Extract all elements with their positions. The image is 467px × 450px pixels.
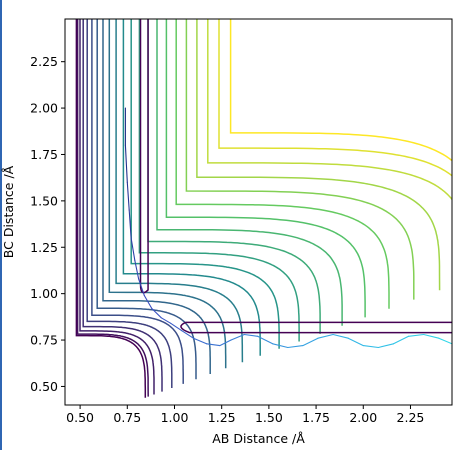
trajectory-segment	[138, 278, 145, 297]
trajectory-segment	[143, 294, 153, 310]
contour-line	[76, 19, 149, 397]
contour-line	[165, 19, 366, 318]
y-tick-label: 2.25	[30, 54, 58, 69]
contour-line	[138, 19, 300, 342]
trajectory-segment	[317, 333, 334, 339]
contour-line	[175, 19, 390, 309]
contour-line	[79, 19, 155, 395]
y-tick-label: 0.50	[30, 379, 58, 394]
trajectory-segment	[181, 330, 194, 339]
contour-line	[207, 19, 452, 201]
trajectory-line	[124, 107, 452, 349]
trajectory-segment	[362, 345, 379, 349]
trajectory-segment	[377, 343, 395, 349]
contour-line	[147, 19, 321, 334]
contour-line	[139, 19, 149, 294]
trajectory-segment	[192, 337, 208, 345]
trajectory-segment	[257, 335, 274, 345]
trajectory-segment	[126, 181, 130, 211]
trajectory-segment	[287, 345, 304, 349]
contour-line	[218, 19, 452, 177]
contour-line	[86, 19, 173, 388]
trajectory-segment	[347, 337, 364, 347]
x-tick-label: 1.00	[161, 410, 189, 425]
trajectory-segment	[423, 333, 440, 339]
trajectory-segment	[408, 333, 425, 337]
contour-line	[196, 19, 441, 291]
trajectory-segment	[230, 333, 245, 341]
contour-line	[185, 19, 415, 300]
trajectory-segment	[206, 343, 221, 347]
trajectory-segment	[332, 333, 349, 339]
y-axis-label: BC Distance /Å	[1, 165, 16, 258]
x-tick-label: 0.50	[66, 410, 94, 425]
trajectory-segment	[302, 337, 319, 347]
trajectory-segment	[272, 343, 289, 349]
window-left-border	[0, 0, 2, 450]
contour-line	[91, 19, 184, 384]
y-axis-ticks: 0.50 0.75 1.00 1.25 1.50 1.75 2.00 2.25	[30, 54, 65, 394]
contour-line	[156, 19, 343, 326]
contour-line	[122, 19, 261, 356]
y-tick-label: 1.50	[30, 193, 58, 208]
contour-line	[96, 19, 197, 380]
y-tick-label: 1.25	[30, 240, 58, 255]
contour-line	[75, 19, 147, 398]
x-axis-label: AB Distance /Å	[212, 431, 305, 446]
contour-line	[130, 19, 280, 349]
trajectory-segment	[160, 317, 172, 324]
trajectory-segment	[124, 144, 128, 183]
trajectory-segment	[134, 259, 140, 280]
plot-frame	[64, 18, 453, 406]
trajectory-segment	[151, 307, 162, 319]
contour-line	[229, 19, 452, 162]
contour-line	[102, 19, 211, 374]
x-tick-label: 1.50	[255, 410, 283, 425]
trajectory-segment	[438, 337, 452, 345]
contour-line	[82, 19, 163, 392]
y-tick-label: 2.00	[30, 101, 58, 116]
contour-lines	[75, 19, 452, 398]
trajectory-segment	[219, 339, 232, 347]
x-tick-label: 0.75	[113, 410, 141, 425]
contour-line	[180, 321, 452, 334]
contour-line	[108, 19, 227, 369]
x-axis-ticks: 0.50 0.75 1.00 1.25 1.50 1.75 2.00 2.25	[66, 405, 424, 425]
trajectory-segment	[170, 322, 183, 332]
trajectory-segment	[130, 237, 136, 261]
x-tick-label: 1.75	[302, 410, 330, 425]
x-tick-label: 2.00	[349, 410, 377, 425]
y-tick-label: 1.75	[30, 147, 58, 162]
x-tick-label: 1.25	[208, 410, 236, 425]
trajectory-segment	[243, 333, 259, 337]
y-tick-label: 0.75	[30, 333, 58, 348]
trajectory-segment	[128, 209, 132, 239]
y-tick-label: 1.00	[30, 286, 58, 301]
contour-line	[115, 19, 244, 363]
trajectory-segment	[392, 335, 410, 345]
x-tick-label: 2.25	[397, 410, 425, 425]
